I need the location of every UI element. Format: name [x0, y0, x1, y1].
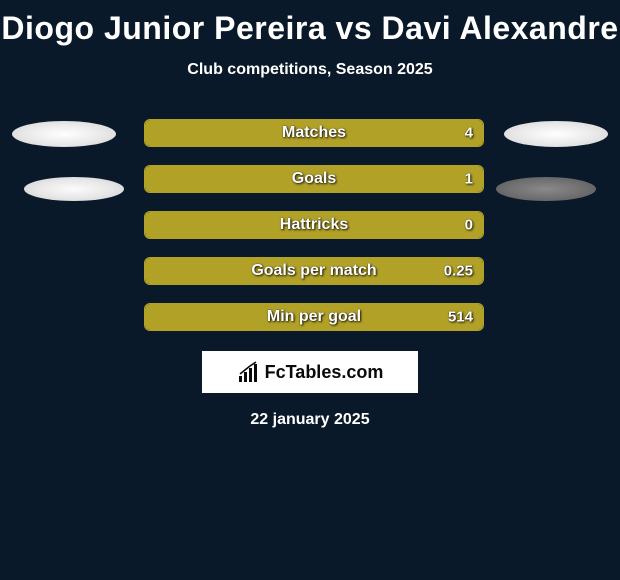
- player-avatar-placeholder: [12, 121, 116, 147]
- stat-row: Hattricks 0: [144, 211, 484, 239]
- stat-label: Matches: [282, 124, 346, 142]
- stat-value: 4: [465, 125, 473, 142]
- subtitle: Club competitions, Season 2025: [0, 61, 620, 79]
- stat-value: 1: [465, 171, 473, 188]
- stat-row: Min per goal 514: [144, 303, 484, 331]
- left-player-col: [12, 119, 124, 201]
- chart-icon: [237, 360, 261, 384]
- stat-label: Min per goal: [267, 308, 361, 326]
- stat-value: 0: [465, 217, 473, 234]
- brand-text: FcTables.com: [265, 362, 384, 383]
- brand-box: FcTables.com: [202, 351, 418, 393]
- stat-value: 0.25: [444, 263, 473, 280]
- player-avatar-placeholder: [504, 121, 608, 147]
- stat-row: Goals 1: [144, 165, 484, 193]
- stat-label: Goals: [292, 170, 336, 188]
- date-text: 22 january 2025: [0, 411, 620, 429]
- comparison-card: Diogo Junior Pereira vs Davi Alexandre C…: [0, 0, 620, 437]
- stats-area: Matches 4 Goals 1 Hattricks 0 Goals per match 0…: [0, 119, 620, 331]
- right-player-col: [504, 119, 608, 201]
- stat-row: Matches 4: [144, 119, 484, 147]
- club-badge-placeholder: [496, 177, 596, 201]
- stat-value: 514: [448, 309, 473, 326]
- page-title: Diogo Junior Pereira vs Davi Alexandre: [0, 10, 620, 47]
- stat-bars: Matches 4 Goals 1 Hattricks 0 Goals per match 0…: [144, 119, 484, 331]
- club-badge-placeholder: [24, 177, 124, 201]
- stat-label: Hattricks: [280, 216, 348, 234]
- stat-row: Goals per match 0.25: [144, 257, 484, 285]
- stat-label: Goals per match: [251, 262, 376, 280]
